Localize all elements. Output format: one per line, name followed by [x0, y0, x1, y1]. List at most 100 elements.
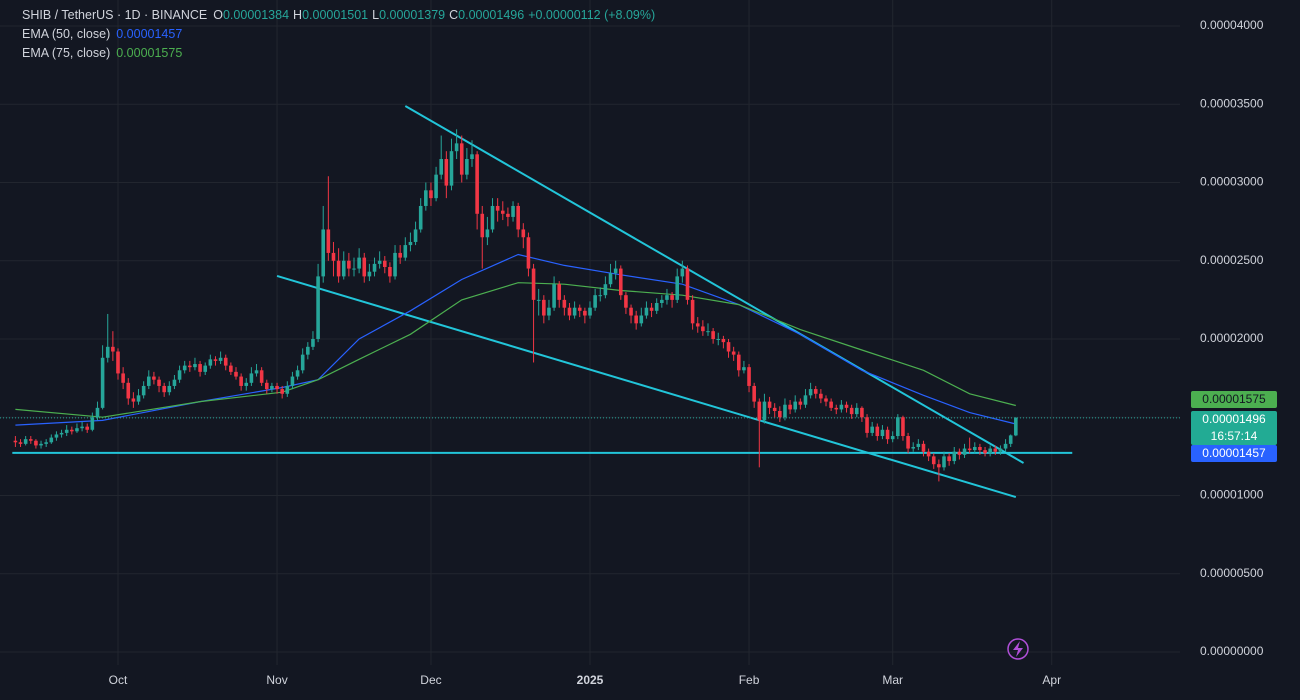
candle-body [906, 436, 910, 449]
candle-body [670, 295, 674, 300]
candle-body [357, 257, 361, 269]
candle-body [326, 229, 331, 253]
candle-body [449, 151, 454, 186]
candle-body [608, 273, 613, 285]
candle-body [665, 295, 669, 300]
candle-body [398, 252, 402, 258]
price-label: 0.00001575 [1191, 391, 1277, 408]
candle-body [249, 373, 254, 383]
candle-body [218, 357, 223, 361]
candle-body [629, 307, 633, 316]
candle-body [1014, 417, 1018, 436]
ema-name: EMA (75, close) [22, 46, 111, 60]
candle-body [736, 354, 741, 371]
candle-body [367, 271, 372, 277]
candle-body [772, 407, 777, 411]
candle-body [644, 307, 649, 316]
candle-body [444, 159, 449, 186]
candle-body [675, 276, 680, 300]
candle-body [516, 205, 520, 230]
candle-body [244, 382, 249, 386]
candle-body [813, 389, 818, 394]
grid [0, 0, 1180, 665]
candle-body [475, 154, 479, 214]
candle-body [911, 446, 916, 449]
price-label-value: 0.00001457 [1202, 446, 1266, 460]
candles [13, 129, 1018, 482]
candle-body [459, 143, 464, 175]
candle-body [1008, 435, 1013, 444]
candle-body [70, 429, 74, 432]
candle-body [552, 284, 556, 308]
candle-body [275, 385, 279, 390]
candle-body [731, 351, 736, 355]
candle-body [213, 359, 218, 361]
price-label-value: 0.00001575 [1202, 392, 1266, 406]
candle-body [234, 371, 238, 377]
candle-body [362, 257, 367, 277]
candle-body [229, 365, 233, 372]
alert-icon[interactable] [1007, 638, 1029, 660]
candle-body [18, 442, 23, 444]
candle-body [634, 315, 638, 324]
candle-body [413, 229, 418, 242]
candle-body [721, 338, 726, 343]
candle-body [321, 229, 326, 277]
candle-body [752, 385, 756, 402]
y-tick-label: 0.00002000 [1200, 331, 1264, 345]
candle-body [177, 370, 182, 380]
candle-body [536, 299, 541, 301]
candle-body [270, 385, 274, 390]
candle-body [654, 302, 659, 311]
ema-legend-row: EMA (50, close) 0.00001457 [22, 25, 661, 44]
candle-body [295, 370, 300, 377]
candle-body [829, 401, 833, 408]
candle-body [388, 267, 392, 277]
ema-line [15, 253, 1016, 426]
candle-body [470, 154, 474, 160]
candle-body [80, 426, 84, 429]
candle-body [577, 307, 582, 311]
candle-body [90, 417, 95, 430]
candle-body [23, 439, 28, 444]
legend: SHIB / TetherUS · 1D · BINANCE O 0.000013… [22, 6, 661, 63]
price-label: 0.00001496 16:57:14 [1191, 411, 1277, 445]
candle-body [64, 429, 69, 433]
candle-body [998, 448, 1003, 452]
candle-body [429, 190, 433, 199]
candle-body [59, 432, 64, 435]
price-label-value: 0.00001496 [1202, 412, 1266, 426]
candle-body [896, 417, 900, 437]
candle-body [834, 407, 839, 410]
candle-body [28, 439, 33, 441]
candle-body [454, 143, 459, 152]
candle-body [121, 373, 125, 383]
candle-body [983, 450, 987, 454]
candle-body [280, 389, 284, 394]
candle-body [957, 451, 962, 455]
candle-body [557, 284, 562, 300]
candle-body [988, 448, 992, 454]
candle-body [347, 260, 351, 269]
candle-body [839, 404, 844, 410]
legend-change: +0.00000112 (+8.09%) [528, 8, 656, 22]
candle-body [567, 307, 572, 316]
candle-body [434, 174, 438, 199]
candle-body [808, 389, 813, 396]
candle-body [424, 190, 428, 206]
candle-body [162, 385, 166, 393]
y-tick-label: 0.00004000 [1200, 18, 1264, 32]
candle-body [767, 401, 772, 408]
candle-body [54, 434, 59, 438]
candle-body [439, 159, 444, 175]
candle-body [172, 379, 177, 386]
candle-body [921, 443, 926, 452]
candle-body [711, 331, 715, 339]
candle-body [788, 404, 792, 410]
price-label: 0.00001457 [1191, 445, 1277, 462]
candle-body [978, 446, 982, 451]
candle-body [778, 410, 782, 418]
y-tick-label: 0.00003000 [1200, 175, 1264, 189]
